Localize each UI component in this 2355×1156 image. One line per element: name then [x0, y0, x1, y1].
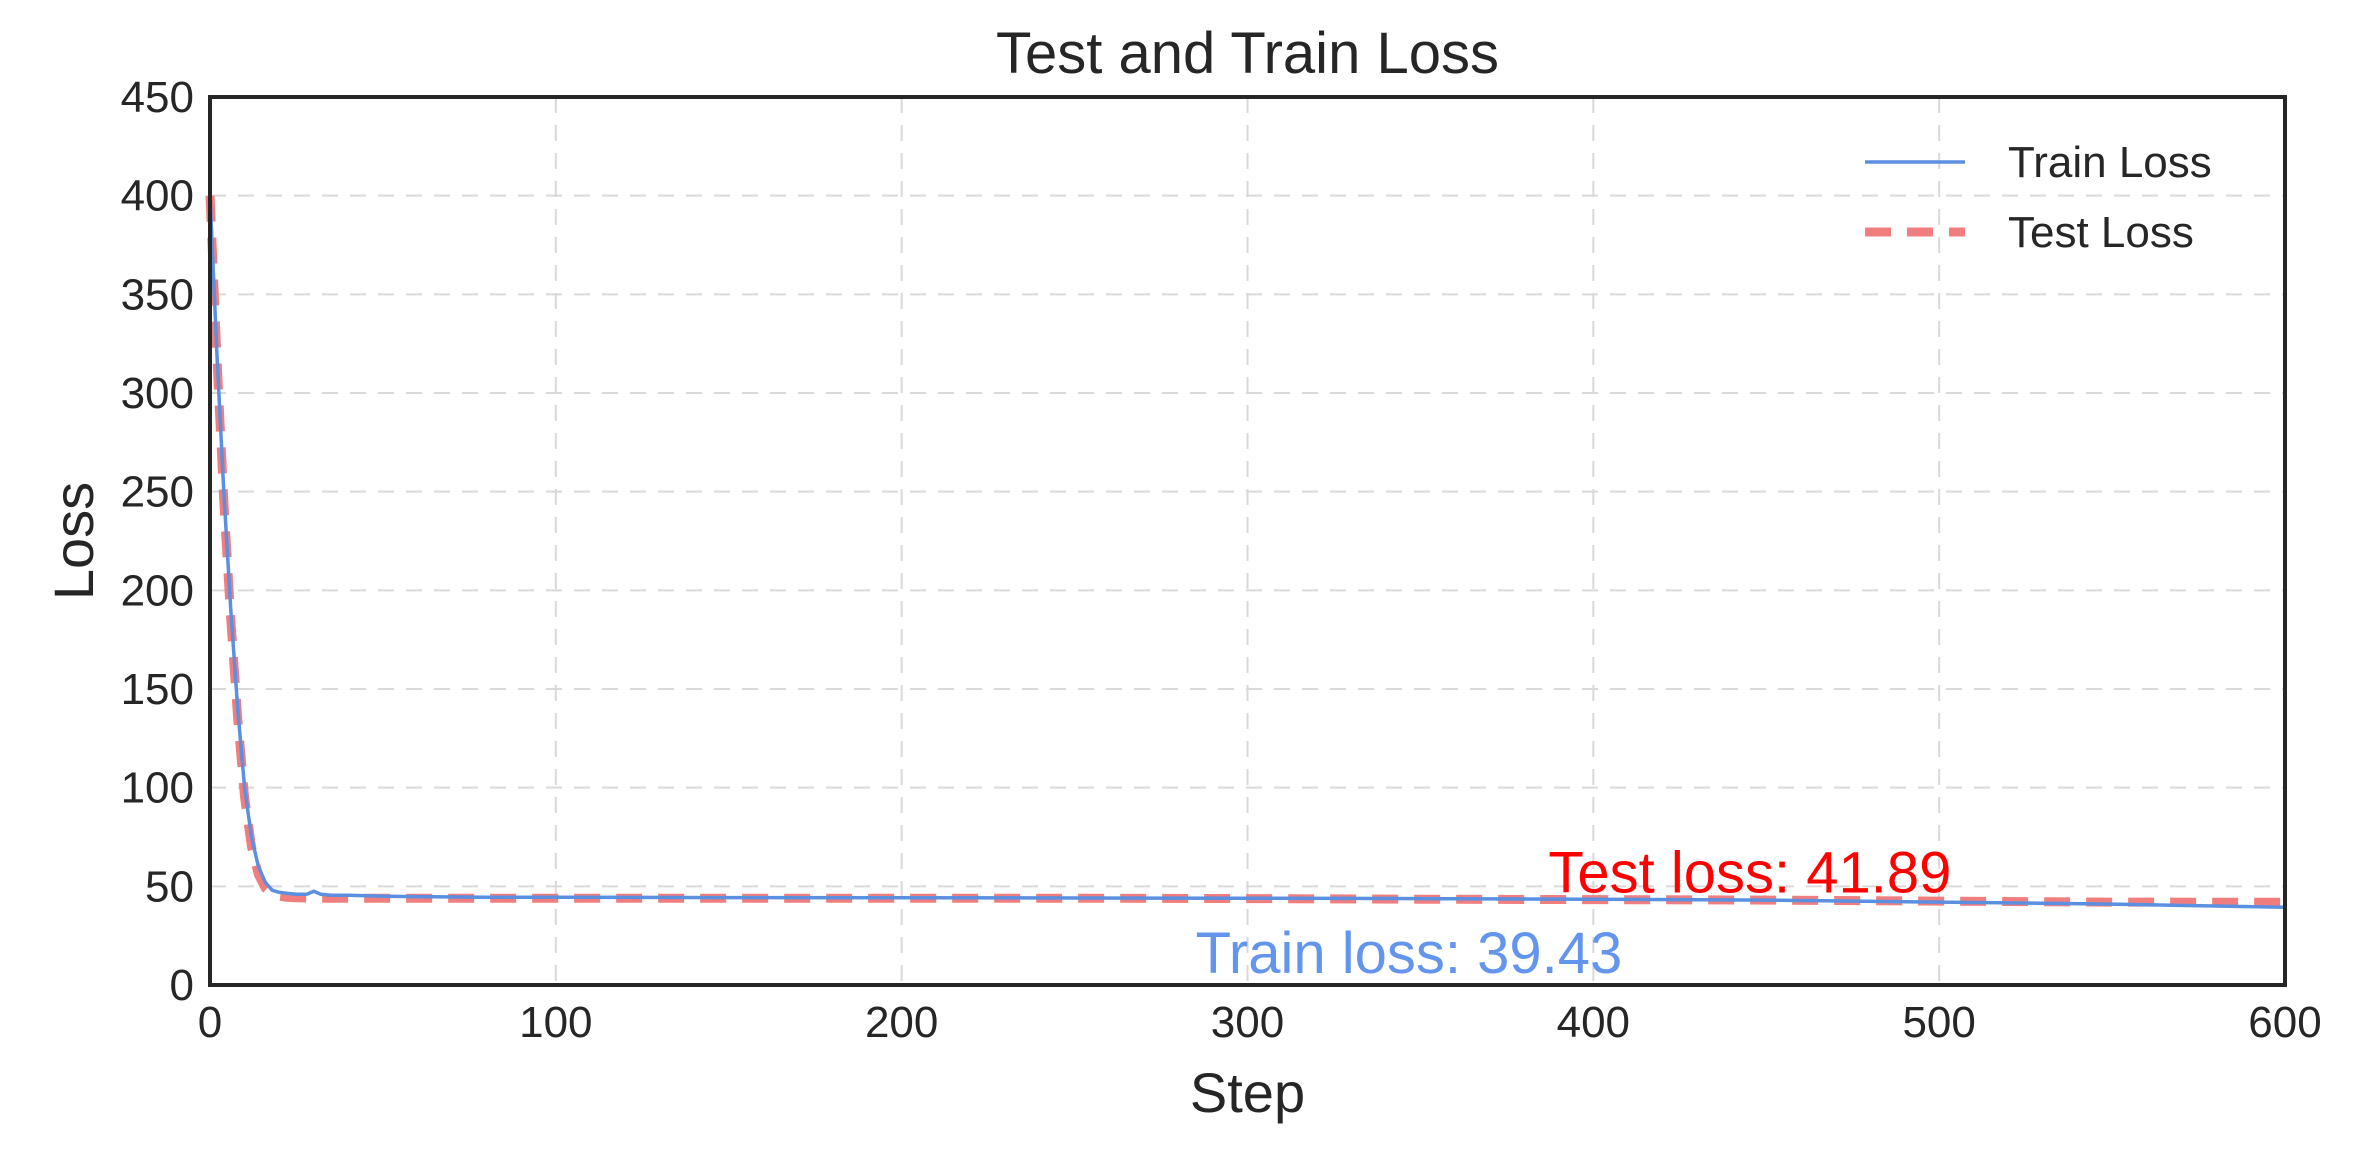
y-tick-label: 250: [121, 468, 194, 517]
train-loss-line: [208, 195, 2286, 909]
x-tick-label: 0: [198, 998, 222, 1047]
train-loss-annotation: Train loss: 39.43: [1196, 921, 1623, 986]
y-axis-label: Loss: [42, 482, 105, 600]
annotations: Test loss: 41.89 Train loss: 39.43: [1196, 840, 1952, 986]
x-tick-label: 500: [1902, 998, 1975, 1047]
x-tick-label: 300: [1211, 998, 1284, 1047]
y-tick-label: 150: [121, 665, 194, 714]
y-tick-label: 400: [121, 172, 194, 221]
x-tick-label: 200: [865, 998, 938, 1047]
legend-label: Test Loss: [2008, 208, 2194, 257]
legend: Train Loss Test Loss: [1865, 138, 2212, 257]
x-tick-label: 600: [2248, 998, 2321, 1047]
grid-lines: [210, 97, 2285, 985]
tick-labels: 0 100 200 300 400 500 600 0 50 100 150 200 250 300 350…: [121, 73, 2322, 1047]
plot-frame: [208, 95, 2287, 987]
y-tick-label: 350: [121, 270, 194, 319]
y-tick-label: 100: [121, 764, 194, 813]
y-tick-label: 300: [121, 369, 194, 418]
legend-label: Train Loss: [2008, 138, 2212, 187]
y-tick-label: 0: [170, 961, 194, 1010]
y-tick-label: 200: [121, 566, 194, 615]
x-tick-label: 400: [1557, 998, 1630, 1047]
x-axis-label: Step: [1190, 1061, 1305, 1124]
test-loss-annotation: Test loss: 41.89: [1548, 840, 1951, 905]
chart-title: Test and Train Loss: [996, 21, 1499, 86]
y-tick-label: 450: [121, 73, 194, 122]
y-tick-label: 50: [145, 862, 194, 911]
series-lines: [205, 195, 2286, 909]
x-tick-label: 100: [519, 998, 592, 1047]
